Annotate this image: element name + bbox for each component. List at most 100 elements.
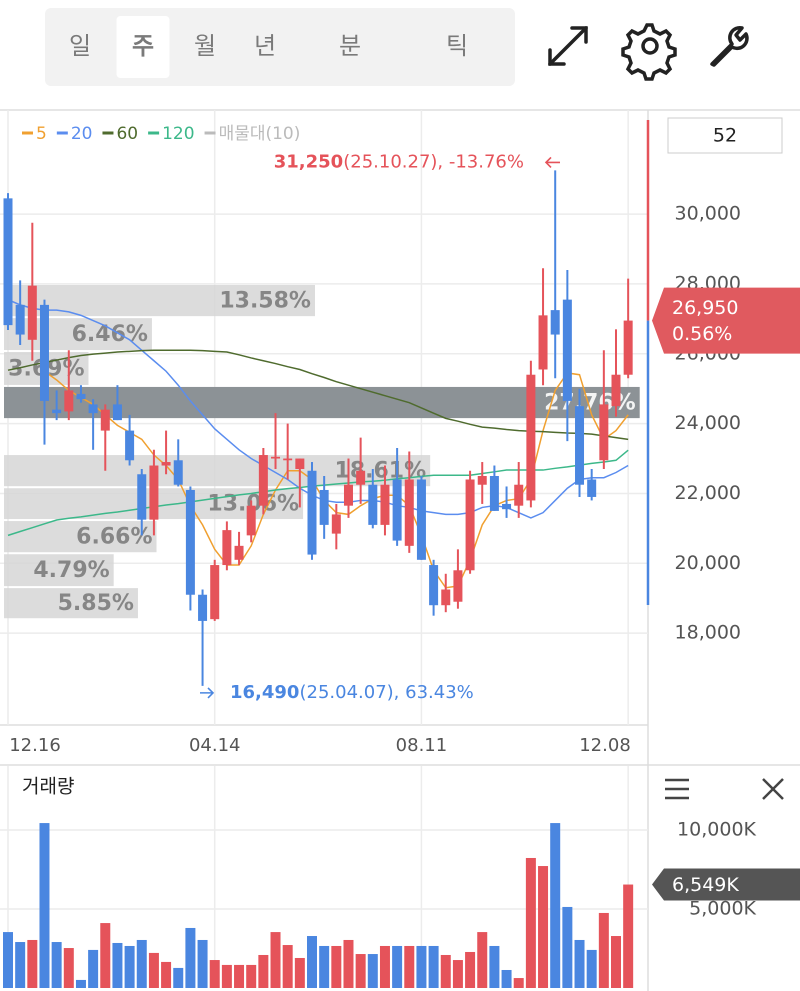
current-volume: 6,549K: [672, 874, 739, 896]
legend-label: 120: [162, 124, 194, 144]
y-tick-label: 24,000: [675, 412, 741, 434]
volume-bar: [173, 967, 184, 988]
candle-body: [404, 479, 414, 546]
volume-bar: [574, 939, 585, 988]
candle-body: [39, 304, 49, 401]
volume-bar: [221, 964, 232, 988]
menu-icon[interactable]: [665, 778, 689, 800]
selected-tab-box: [116, 16, 170, 78]
volume-bar: [598, 912, 609, 988]
candle-body: [76, 393, 86, 400]
expand-icon[interactable]: [548, 26, 588, 66]
close-icon[interactable]: [762, 778, 784, 800]
volume-bar: [246, 964, 257, 988]
volume-bar: [550, 823, 561, 988]
volume-profile-label: 4.79%: [33, 558, 109, 583]
tools-icon[interactable]: [710, 26, 749, 67]
volume-title: 거래량: [22, 776, 74, 798]
volume-bar: [416, 945, 427, 988]
tab[interactable]: 일: [69, 32, 91, 60]
volume-bar: [477, 932, 488, 988]
period-count-box[interactable]: [667, 117, 783, 154]
tab[interactable]: 주: [132, 32, 154, 60]
volume-profile-bar: [4, 554, 114, 587]
candle-body: [380, 484, 390, 525]
volume-bar: [197, 939, 208, 988]
volume-bar: [63, 948, 74, 988]
candle-body: [222, 530, 232, 566]
candle-body: [441, 589, 451, 606]
volume-bar: [15, 942, 26, 988]
candle-body: [112, 404, 122, 421]
x-tick-label: 12.08: [579, 735, 631, 756]
volume-bar: [185, 927, 196, 988]
candle-body: [3, 198, 13, 326]
moving-average-line: [7, 449, 629, 537]
volume-bar: [586, 949, 597, 988]
volume-bar: [623, 884, 634, 988]
x-tick-label: 04.14: [189, 735, 241, 756]
candle-body: [526, 374, 536, 501]
volume-profile-label: 13.58%: [219, 289, 311, 314]
annotation-arrow: [200, 687, 215, 699]
volume-profile-label: 5.85%: [58, 591, 134, 616]
volume-bar: [100, 923, 111, 988]
candle-body: [149, 465, 159, 520]
volume-profile-label: 6.66%: [76, 525, 152, 550]
candle-body: [88, 404, 98, 414]
tab[interactable]: 분: [339, 32, 361, 60]
candle-body: [599, 404, 609, 461]
current-price-tag: [652, 287, 800, 354]
tab[interactable]: 틱: [446, 32, 468, 60]
candle-body: [173, 460, 183, 485]
candle-body: [538, 315, 548, 370]
candle-body: [465, 479, 475, 571]
volume-bar: [343, 939, 354, 988]
candle-body: [307, 470, 317, 555]
volume-bar: [513, 978, 524, 988]
annotation-value: 16,490: [230, 682, 299, 703]
volume-bar: [355, 954, 366, 988]
volume-bar: [428, 945, 439, 988]
candle-body: [246, 505, 256, 536]
volume-profile-bar: [4, 284, 315, 317]
volume-bar: [209, 960, 220, 988]
candle-body: [52, 409, 62, 414]
candle-body: [258, 455, 268, 506]
candle-body: [416, 479, 426, 560]
candle-body: [611, 374, 621, 407]
volume-bar: [538, 866, 549, 988]
volume-bar: [148, 952, 159, 988]
settings-icon[interactable]: [621, 23, 677, 81]
volume-bar: [294, 957, 305, 988]
volume-bar: [3, 932, 13, 988]
volume-bar: [88, 949, 99, 988]
volume-profile-label: 6.46%: [72, 322, 148, 347]
tab[interactable]: 년: [254, 32, 276, 60]
volume-bar: [270, 932, 281, 988]
y-tick-label: 5,000K: [689, 898, 756, 920]
legend-label: 20: [71, 124, 93, 144]
volume-profile-label: 27.76%: [544, 391, 636, 416]
annotation-value: 31,250: [274, 151, 343, 172]
volume-bar: [379, 945, 390, 988]
candle-body: [137, 474, 147, 520]
y-tick-label: 18,000: [675, 622, 741, 644]
candle-body: [489, 475, 499, 511]
candle-body: [392, 479, 402, 541]
legend-label: 60: [116, 124, 138, 144]
volume-bar: [136, 939, 147, 988]
candle-body: [368, 484, 378, 525]
x-tick-label: 08.11: [396, 735, 448, 756]
candle-body: [271, 456, 281, 459]
candle-body: [198, 594, 208, 621]
candle-body: [477, 475, 487, 485]
tab[interactable]: 월: [194, 32, 216, 60]
candle-body: [575, 406, 585, 485]
period-count[interactable]: 52: [713, 125, 737, 147]
volume-bar: [501, 969, 512, 988]
legend-label: 매물대(10): [219, 124, 301, 144]
volume-bar: [75, 979, 86, 988]
volume-bar: [112, 942, 123, 988]
